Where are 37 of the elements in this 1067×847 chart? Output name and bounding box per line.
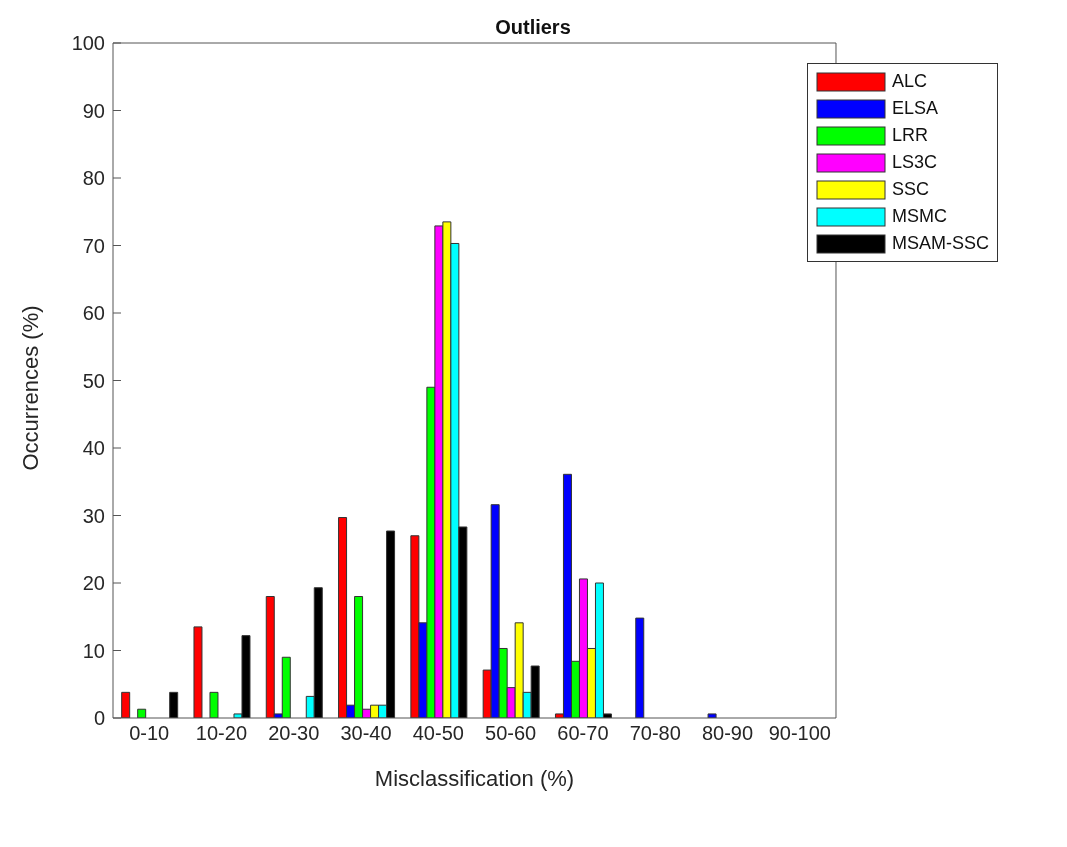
bar	[209, 691, 219, 718]
y-tick-label: 60	[82, 302, 105, 325]
y-tick-label: 30	[82, 504, 105, 527]
legend-label: ALC	[891, 71, 927, 92]
y-axis-title: Occurrences (%)	[17, 305, 43, 471]
legend-label: ELSA	[891, 98, 939, 119]
legend-label: MSAM-SSC	[891, 233, 989, 254]
legend-label: MSMC	[891, 206, 947, 227]
chart-title: Outliers	[495, 16, 571, 38]
y-tick-label: 100	[71, 32, 105, 55]
x-tick-label: 20-30	[268, 722, 320, 745]
y-tick-label: 90	[82, 99, 105, 122]
y-tick-label: 40	[82, 437, 105, 460]
bar	[121, 691, 131, 718]
x-axis-title: Misclassification (%)	[374, 766, 575, 791]
x-tick-label: 50-60	[485, 722, 537, 745]
bar	[193, 626, 203, 718]
legend-label: LRR	[891, 125, 928, 146]
x-tick-label: 10-20	[195, 722, 248, 745]
legend-label: SSC	[891, 179, 929, 200]
y-tick-label: 80	[82, 167, 105, 190]
x-tick-label: 90-100	[768, 722, 831, 745]
y-tick-label: 70	[82, 234, 105, 257]
x-tick-label: 70-80	[629, 722, 681, 745]
bar	[707, 713, 717, 718]
y-tick-label: 0	[93, 707, 105, 730]
x-tick-label: 40-50	[412, 722, 464, 745]
bar	[635, 617, 645, 718]
y-tick-label: 20	[82, 572, 105, 595]
x-tick-label: 80-90	[701, 722, 754, 745]
x-tick-label: 30-40	[340, 722, 392, 745]
legend-label: LS3C	[891, 152, 938, 173]
x-tick-label: 60-70	[557, 722, 609, 745]
bar	[169, 691, 179, 718]
x-tick-label: 0-10	[129, 722, 170, 745]
y-tick-label: 50	[82, 369, 105, 392]
y-tick-label: 10	[82, 639, 105, 662]
